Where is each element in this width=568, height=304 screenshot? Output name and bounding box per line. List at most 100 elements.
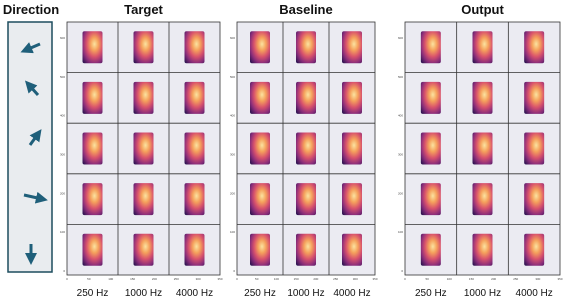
arrow [24, 80, 40, 97]
heatmap [472, 233, 493, 266]
panel-title: Baseline [279, 2, 332, 17]
y-tick-label: 100 [60, 230, 65, 234]
x-tick-label: 50 [425, 277, 429, 281]
frequency-label: 250 Hz [77, 288, 109, 299]
heatmap [524, 31, 545, 64]
y-tick-label: 500 [398, 75, 403, 79]
heatmap [420, 132, 441, 165]
heatmap [342, 31, 362, 64]
heatmap [342, 81, 362, 114]
heatmap [472, 31, 493, 64]
heatmap [342, 132, 362, 165]
heatmap [524, 233, 545, 266]
heatmap [82, 132, 103, 165]
direction-label: Direction [3, 2, 59, 17]
x-tick-label: 200 [152, 277, 157, 281]
y-tick-label: 300 [398, 153, 403, 157]
x-tick-label: 300 [196, 277, 201, 281]
x-tick-label: 250 [333, 277, 338, 281]
frequency-label: 4000 Hz [333, 288, 370, 299]
y-tick-label: 300 [60, 153, 65, 157]
heatmap [342, 233, 362, 266]
heatmap [82, 81, 103, 114]
y-tick-label: 400 [60, 114, 65, 118]
y-tick-label: 500 [60, 75, 65, 79]
heatmap [296, 183, 316, 216]
y-tick-label: 0 [233, 269, 235, 273]
frequency-label: 250 Hz [244, 288, 276, 299]
x-tick-label: 350 [217, 277, 222, 281]
heatmap [420, 233, 441, 266]
x-tick-label: 0 [236, 277, 238, 281]
y-tick-label: 300 [230, 153, 235, 157]
x-tick-label: 300 [535, 277, 540, 281]
x-tick-label: 250 [174, 277, 179, 281]
frequency-label: 1000 Hz [464, 288, 501, 299]
heatmap [524, 183, 545, 216]
heatmap [472, 183, 493, 216]
arrow [28, 129, 42, 146]
y-tick-label: 500 [230, 75, 235, 79]
x-tick-label: 150 [469, 277, 474, 281]
heatmap [420, 81, 441, 114]
heatmap [133, 81, 154, 114]
heatmap [296, 31, 316, 64]
x-tick-label: 150 [294, 277, 299, 281]
x-tick-label: 250 [513, 277, 518, 281]
frequency-label: 4000 Hz [516, 288, 553, 299]
panel-title: Target [124, 2, 163, 17]
y-tick-label: 100 [398, 230, 403, 234]
heatmap [420, 183, 441, 216]
x-tick-label: 200 [313, 277, 318, 281]
arrow [23, 191, 48, 204]
x-tick-label: 350 [557, 277, 562, 281]
y-tick-label: 100 [230, 230, 235, 234]
heatmap [184, 183, 205, 216]
heatmap [250, 183, 270, 216]
x-tick-label: 300 [353, 277, 358, 281]
heatmap [82, 233, 103, 266]
y-tick-label: 200 [230, 191, 235, 195]
y-tick-label: 600 [398, 36, 403, 40]
heatmap [296, 81, 316, 114]
frequency-label: 1000 Hz [287, 288, 324, 299]
x-tick-label: 100 [447, 277, 452, 281]
x-tick-label: 50 [87, 277, 91, 281]
y-tick-label: 600 [60, 36, 65, 40]
heatmap [296, 132, 316, 165]
heatmap [184, 31, 205, 64]
heatmap [296, 233, 316, 266]
direction-arrows [20, 42, 48, 265]
heatmap [184, 132, 205, 165]
heatmap [184, 233, 205, 266]
x-tick-label: 50 [255, 277, 259, 281]
heatmap [342, 183, 362, 216]
y-tick-label: 200 [398, 191, 403, 195]
heatmap [420, 31, 441, 64]
heatmap [524, 132, 545, 165]
heatmap [133, 233, 154, 266]
heatmap [250, 233, 270, 266]
heatmap [250, 81, 270, 114]
y-tick-label: 600 [230, 36, 235, 40]
heatmap [472, 132, 493, 165]
x-tick-label: 350 [372, 277, 377, 281]
heatmap [250, 132, 270, 165]
heatmap [184, 81, 205, 114]
heatmap [82, 183, 103, 216]
direction-box [7, 21, 53, 273]
y-tick-label: 400 [230, 114, 235, 118]
heatmap [133, 31, 154, 64]
y-tick-label: 400 [398, 114, 403, 118]
heatmap [133, 183, 154, 216]
y-tick-label: 200 [60, 191, 65, 195]
frequency-label: 250 Hz [415, 288, 447, 299]
arrow [20, 42, 41, 54]
x-tick-label: 100 [108, 277, 113, 281]
y-tick-label: 0 [63, 269, 65, 273]
heatmap [82, 31, 103, 64]
heatmap [472, 81, 493, 114]
panel-title: Output [461, 2, 504, 17]
heatmap [250, 31, 270, 64]
